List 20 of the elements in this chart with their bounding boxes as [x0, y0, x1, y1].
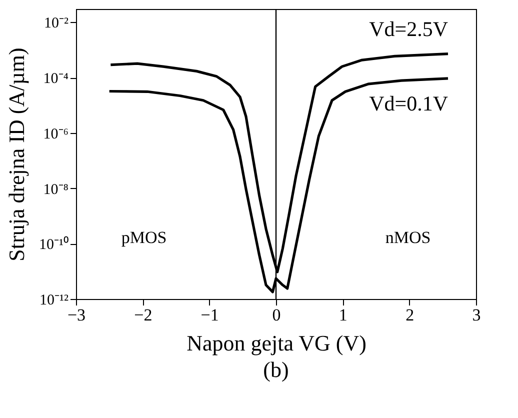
y-tick-label: 10⁻¹⁰ — [39, 236, 68, 254]
y-tick-label: 10⁻⁶ — [43, 126, 68, 142]
series-label: Vd=2.5V — [369, 16, 448, 41]
y-tick-label: 10⁻¹² — [40, 292, 69, 308]
y-axis-title: Struja drejna ID (A/µm) — [4, 48, 30, 262]
y-tick-label: 10⁻⁴ — [43, 71, 68, 88]
text: (b) — [263, 357, 289, 382]
x-tick-label: −1 — [200, 306, 219, 324]
x-tick-label: 2 — [406, 306, 414, 324]
y-tick-label: 10⁻⁸ — [43, 182, 68, 198]
annotation: nMOS — [385, 228, 431, 248]
series-label: Vd=0.1V — [369, 91, 448, 116]
annotation: pMOS — [121, 228, 167, 248]
x-tick-label: −2 — [134, 306, 152, 324]
x-tick-label: 1 — [338, 306, 348, 324]
y-tick-label: 10⁻² — [44, 16, 69, 32]
x-tick-label: 0 — [272, 306, 281, 324]
x-axis-title: Napon gejta VG (V) — [186, 330, 366, 356]
x-tick-label: 3 — [472, 306, 481, 324]
x-tick-label: −3 — [67, 306, 86, 324]
